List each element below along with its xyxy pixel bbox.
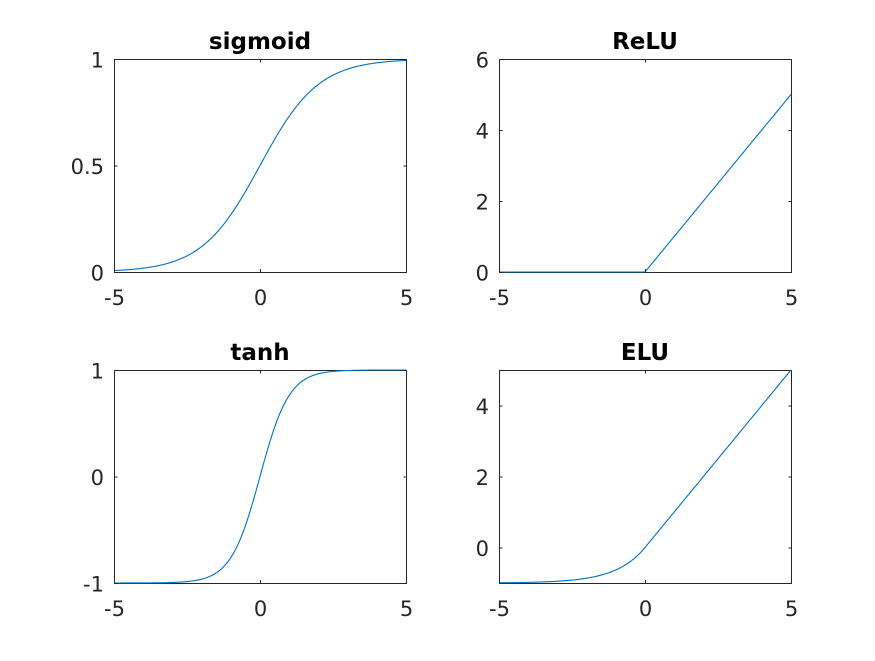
subplot-elu: -5 0 5 0 2 4 ELU [476,340,799,621]
y-tick-label: 4 [476,120,489,144]
y-tick-label: 6 [476,49,489,73]
axes-box-sigmoid [114,59,407,273]
x-tick-label: 0 [639,597,652,621]
y-tick-label: 1 [91,360,104,384]
series-line-tanh [114,369,406,584]
x-tick-label: 0 [254,286,267,310]
x-tick-label: 5 [400,597,413,621]
x-tick-label: -5 [104,597,125,621]
x-tick-label: 5 [400,286,413,310]
x-tick-label: -5 [489,597,510,621]
axes-box-elu [499,370,792,584]
x-tick-label: 5 [785,597,798,621]
subplot-title-sigmoid: sigmoid [209,29,311,55]
axes-box-relu [499,59,792,273]
y-tick-label: 2 [476,466,489,490]
x-tick-label: 0 [639,286,652,310]
subplot-title-tanh: tanh [230,340,289,366]
subplot-title-relu: ReLU [612,29,678,55]
y-tick-label: 2 [476,191,489,215]
y-tick-label: 4 [476,395,489,419]
y-tick-label: 1 [91,49,104,73]
axes-box-tanh [114,370,407,584]
x-tick-label: 0 [254,597,267,621]
x-tick-label: -5 [489,286,510,310]
x-tick-label: 5 [785,286,798,310]
subplot-tanh: -5 0 5 -1 0 1 tanh [83,340,413,621]
y-tick-label: 0 [476,537,489,561]
series-line-sigmoid [113,59,407,272]
y-tick-label: 0.5 [71,155,104,179]
y-tick-label: -1 [83,573,104,597]
y-tick-label: 0 [476,262,489,286]
subplot-title-elu: ELU [621,340,669,366]
x-tick-label: -5 [104,286,125,310]
y-tick-label: 0 [91,466,104,490]
y-tick-label: 0 [91,262,104,286]
series-line-elu [498,369,792,584]
